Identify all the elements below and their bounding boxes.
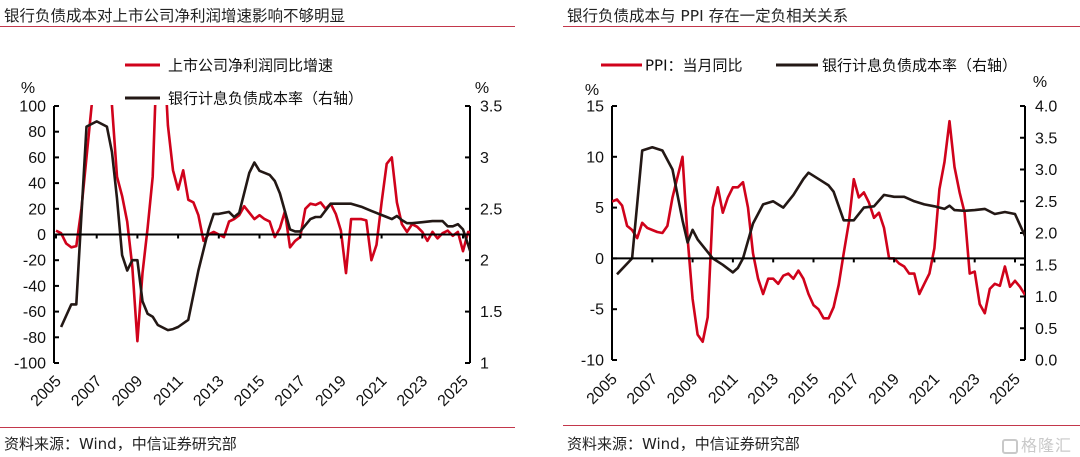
legend-label: 银行计息负债成本率（右轴） [168,90,363,108]
right-y-tick-label: 0.0 [1035,353,1057,370]
x-tick-label: 2013 [745,371,782,408]
x-tick-label: 2025 [987,371,1024,408]
left-source-note: 资料来源：Wind，中信证券研究部 [4,435,237,453]
x-tick-label: 2017 [272,373,309,410]
right-y-tick-label: 2.5 [1035,194,1057,211]
right-y-tick-label: 3.5 [480,99,502,116]
left-y-tick-label: 20 [28,201,46,218]
x-tick-label: 2015 [785,371,822,408]
right-source-note: 资料来源：Wind，中信证券研究部 [567,435,800,453]
left-y-tick-label: -100 [14,356,46,373]
watermark-text: 格隆汇 [1020,436,1072,455]
right-source-rule [563,425,1080,426]
right-y-tick-label: 2.0 [1035,226,1057,243]
legend-label: 银行计息负债成本率（右轴） [822,57,1017,75]
left-y-tick-label: 60 [28,150,46,167]
left-axis-unit: % [21,80,35,97]
legend-label: 上市公司净利润同比增速 [168,57,333,75]
left-y-tick-label: -5 [590,302,604,319]
right-y-tick-label: 3.0 [1035,162,1057,179]
series-line-left-axis [612,119,1025,343]
right-y-tick-label: 3 [480,150,489,167]
x-tick-label: 2013 [190,373,227,410]
series-line-left-axis [55,105,470,343]
right-y-tick-label: 1.0 [1035,289,1057,306]
left-y-tick-label: 10 [586,149,604,166]
x-tick-label: 2005 [584,371,621,408]
x-tick-label: 2009 [109,373,146,410]
right-y-tick-label: 2 [480,253,489,270]
series-line-right-axis [59,120,470,332]
x-tick-label: 2007 [68,373,105,410]
legend: PPI：当月同比 银行计息负债成本率（右轴） [601,57,1017,75]
left-y-tick-label: 15 [586,99,604,116]
left-panel-title: 银行负债成本对上市公司净利润增速影响不够明显 [4,7,346,25]
left-y-tick-label: -40 [23,278,46,295]
left-y-tick-label: -80 [23,330,46,347]
left-y-tick-label: 0 [37,227,46,244]
left-y-tick-label: 0 [595,251,604,268]
right-y-tick-label: 3.5 [1035,130,1057,147]
left-y-tick-label: -60 [23,304,46,321]
x-tick-label: 2023 [394,373,431,410]
left-y-tick-label: -20 [23,253,46,270]
legend-label: PPI：当月同比 [645,57,743,75]
left-axis-unit: % [585,82,599,99]
x-tick-label: 2023 [946,371,983,408]
x-tick-label: 2025 [435,373,472,410]
x-tick-label: 2015 [231,373,268,410]
x-tick-label: 2009 [664,371,701,408]
x-tick-label: 2005 [28,373,65,410]
series-line-right-axis [616,146,1025,276]
left-y-tick-label: 100 [19,99,46,116]
right-y-tick-label: 1.5 [480,304,502,321]
chart-right: 15 10 5 0 -5 -10% 4.0 3.5 3.0 2.5 2.0 1.5 1.0 0.5 0.0%… [581,57,1057,408]
left-source-rule [0,427,515,428]
right-axis-unit: % [1033,74,1047,91]
left-y-tick-label: -10 [581,353,604,370]
right-y-tick-label: 2.5 [480,201,502,218]
right-y-tick-label: 1.5 [1035,257,1057,274]
right-title-rule [563,26,1080,27]
x-tick-label: 2011 [705,371,741,407]
left-y-tick-label: 40 [28,176,46,193]
x-tick-label: 2017 [825,371,862,408]
right-y-tick-label: 4.0 [1035,99,1057,116]
x-tick-label: 2007 [624,371,661,408]
watermark: 格隆汇 [1001,432,1072,456]
left-y-tick-label: 5 [595,200,604,217]
watermark-logo-icon [1001,439,1018,454]
x-tick-label: 2021 [906,371,943,408]
x-tick-label: 2019 [866,371,903,408]
right-panel-title: 银行负债成本与 PPI 存在一定负相关关系 [567,7,849,25]
chart-left: 100 80 60 40 20 0 -20 -40 -60 -80 -100% 3.5 3 2.5 2 1.5… [14,57,502,410]
right-axis-unit: % [475,80,489,97]
right-y-tick-label: 1 [480,356,489,373]
right-y-tick-label: 0.5 [1035,321,1057,338]
left-title-rule [0,26,515,27]
x-tick-label: 2021 [353,373,390,410]
x-tick-label: 2011 [151,373,187,409]
left-y-tick-label: 80 [28,124,46,141]
x-tick-label: 2019 [313,373,350,410]
